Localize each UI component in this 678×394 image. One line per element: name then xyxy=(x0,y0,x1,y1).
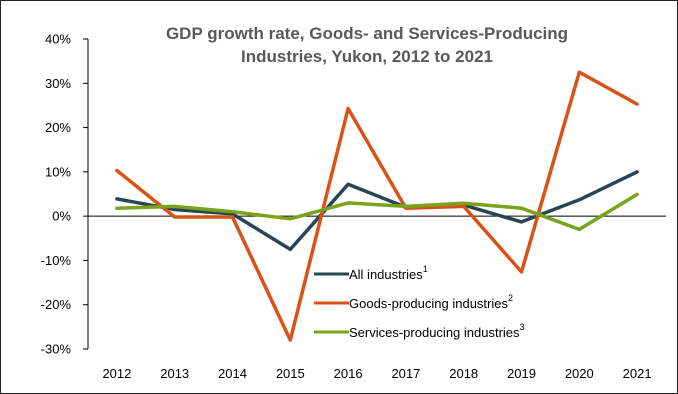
x-axis: 2012 2013 2014 2015 2016 2017 2018 2019 2020 2021 xyxy=(88,215,666,381)
x-tick-label: 2012 xyxy=(102,366,131,381)
chart-title-line-1: GDP growth rate, Goods- and Services-Pro… xyxy=(166,24,568,43)
x-tick-label: 2016 xyxy=(334,366,363,381)
legend-item-all-industries: All industries1 xyxy=(314,264,428,282)
legend-label-all-industries: All industries1 xyxy=(349,264,428,282)
x-tick-label: 2014 xyxy=(218,366,247,381)
series-layer xyxy=(115,70,639,342)
y-tick-label: 0% xyxy=(52,209,71,224)
legend-label-goods-producing: Goods-producing industries2 xyxy=(349,293,513,311)
x-tick-label: 2020 xyxy=(565,366,594,381)
x-tick-label: 2017 xyxy=(391,366,420,381)
x-tick-label: 2021 xyxy=(623,366,652,381)
x-tick-label: 2013 xyxy=(160,366,189,381)
y-axis: 40% 30% 20% 10% 0% -10% -20% -30% xyxy=(41,32,89,357)
legend: All industries1 Goods-producing industri… xyxy=(314,264,525,340)
legend-item-goods-producing: Goods-producing industries2 xyxy=(314,293,513,311)
y-tick-label: -10% xyxy=(41,253,72,268)
legend-label-services-producing: Services-producing industries3 xyxy=(349,322,525,340)
y-tick-label: -20% xyxy=(41,297,72,312)
x-tick-label: 2019 xyxy=(507,366,536,381)
y-tick-label: -30% xyxy=(41,342,72,357)
legend-item-services-producing: Services-producing industries3 xyxy=(314,322,525,340)
x-tick-label: 2018 xyxy=(449,366,478,381)
y-tick-label: 10% xyxy=(45,164,71,179)
series-line-services-producing-industries xyxy=(115,192,639,232)
y-tick-label: 20% xyxy=(45,120,71,135)
y-tick-label: 40% xyxy=(45,32,71,47)
x-tick-label: 2015 xyxy=(276,366,305,381)
chart-title-line-2: Industries, Yukon, 2012 to 2021 xyxy=(241,47,493,66)
y-tick-label: 30% xyxy=(45,76,71,91)
series-line-all-industries xyxy=(115,170,639,252)
series-line-goods-producing-industries xyxy=(115,70,639,342)
